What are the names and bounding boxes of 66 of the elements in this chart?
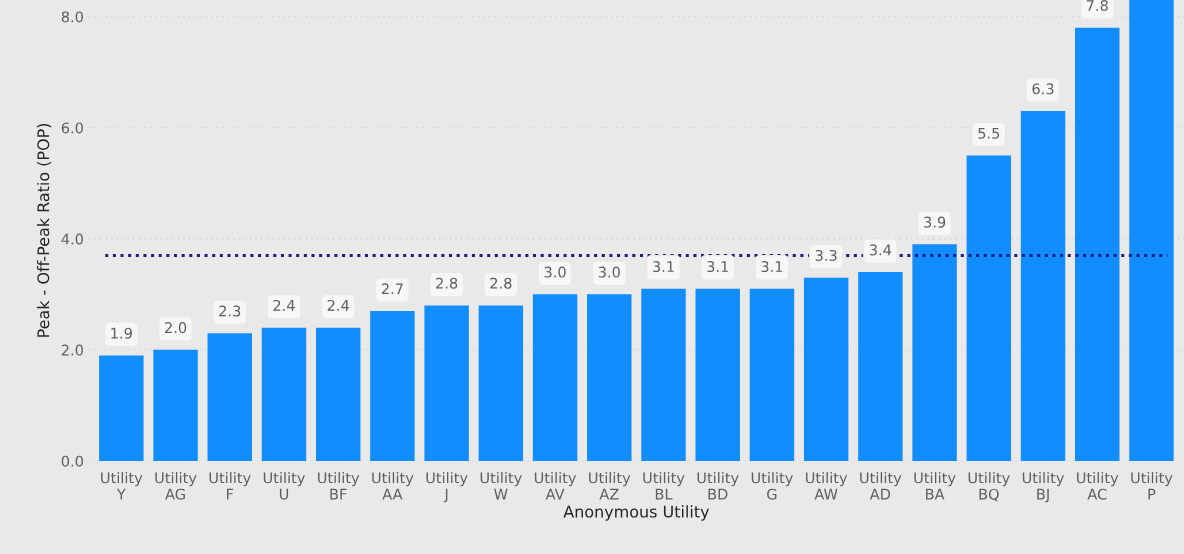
bar: [370, 310, 415, 461]
data-label: 3.3: [815, 249, 837, 261]
x-tick-label: Utility BL: [643, 472, 685, 500]
y-tick-label: 8.0: [61, 11, 83, 23]
x-tick-label: Utility W: [480, 472, 522, 500]
bar: [478, 305, 524, 461]
bar: [261, 327, 307, 461]
data-label: 2.7: [381, 283, 403, 295]
bar: [207, 333, 252, 461]
x-tick-label: Utility G: [751, 472, 793, 500]
x-tick-label: Utility AZ: [589, 472, 631, 500]
bar: [587, 294, 632, 461]
bar: [1020, 111, 1066, 461]
y-tick-label: 0.0: [61, 455, 83, 467]
x-tick-label: Utility AW: [805, 472, 848, 500]
x-tick-label: Utility J: [426, 472, 468, 503]
data-label: 7.8: [1086, 0, 1108, 12]
bar: [424, 305, 469, 461]
data-label: 3.0: [544, 266, 566, 278]
bar: [858, 272, 903, 461]
bar: [803, 277, 849, 461]
x-tick-label: Utility AV: [534, 472, 577, 500]
x-tick-label: Utility AD: [860, 472, 902, 500]
x-tick-label: Utility AA: [372, 472, 414, 500]
bar: [153, 349, 198, 461]
data-label: 2.3: [219, 305, 241, 317]
data-label: 2.0: [165, 322, 187, 334]
data-label: 3.0: [598, 266, 620, 278]
x-tick-label: Utility P: [1131, 472, 1173, 500]
x-axis-title: Anonymous Utility: [563, 505, 710, 521]
y-tick-label: 2.0: [61, 344, 83, 356]
bar: [532, 294, 578, 461]
data-label: 3.1: [707, 261, 728, 273]
data-label: 3.9: [924, 216, 946, 228]
x-tick-label: Utility BQ: [968, 472, 1010, 502]
data-label: 1.9: [111, 327, 132, 339]
data-label: 5.5: [978, 127, 1000, 139]
x-tick-label: Utility Y: [101, 472, 143, 500]
x-tick-label: Utility AC: [1077, 472, 1119, 500]
bar: [695, 288, 740, 461]
data-label: 2.8: [490, 277, 512, 289]
data-label: 2.4: [327, 299, 349, 311]
bar: [912, 244, 957, 461]
bar: [641, 288, 686, 461]
bar: [966, 155, 1012, 461]
x-tick-label: Utility BF: [318, 472, 360, 500]
bar: [315, 327, 361, 461]
y-tick-label: 6.0: [61, 122, 83, 134]
bar: [99, 355, 144, 461]
x-tick-label: Utility U: [263, 472, 305, 500]
data-label: 2.8: [436, 277, 458, 289]
bar: [1075, 27, 1120, 461]
data-label: 3.1: [653, 261, 674, 273]
x-tick-label: Utility BJ: [1022, 472, 1065, 503]
x-tick-label: Utility BD: [697, 472, 739, 500]
x-tick-label: Utility AG: [155, 472, 197, 500]
bar: [1129, 0, 1174, 461]
data-label: 3.1: [761, 261, 783, 273]
y-tick-label: 4.0: [61, 233, 83, 245]
x-tick-label: Utility F: [209, 472, 251, 500]
data-label: 6.3: [1032, 83, 1054, 95]
bar: [749, 288, 795, 461]
x-tick-label: Utility BA: [914, 472, 956, 500]
data-label: 3.4: [869, 244, 892, 256]
data-label: 2.4: [273, 299, 295, 311]
y-axis-title: Peak - Off-Peak Ratio (POP): [36, 123, 52, 337]
